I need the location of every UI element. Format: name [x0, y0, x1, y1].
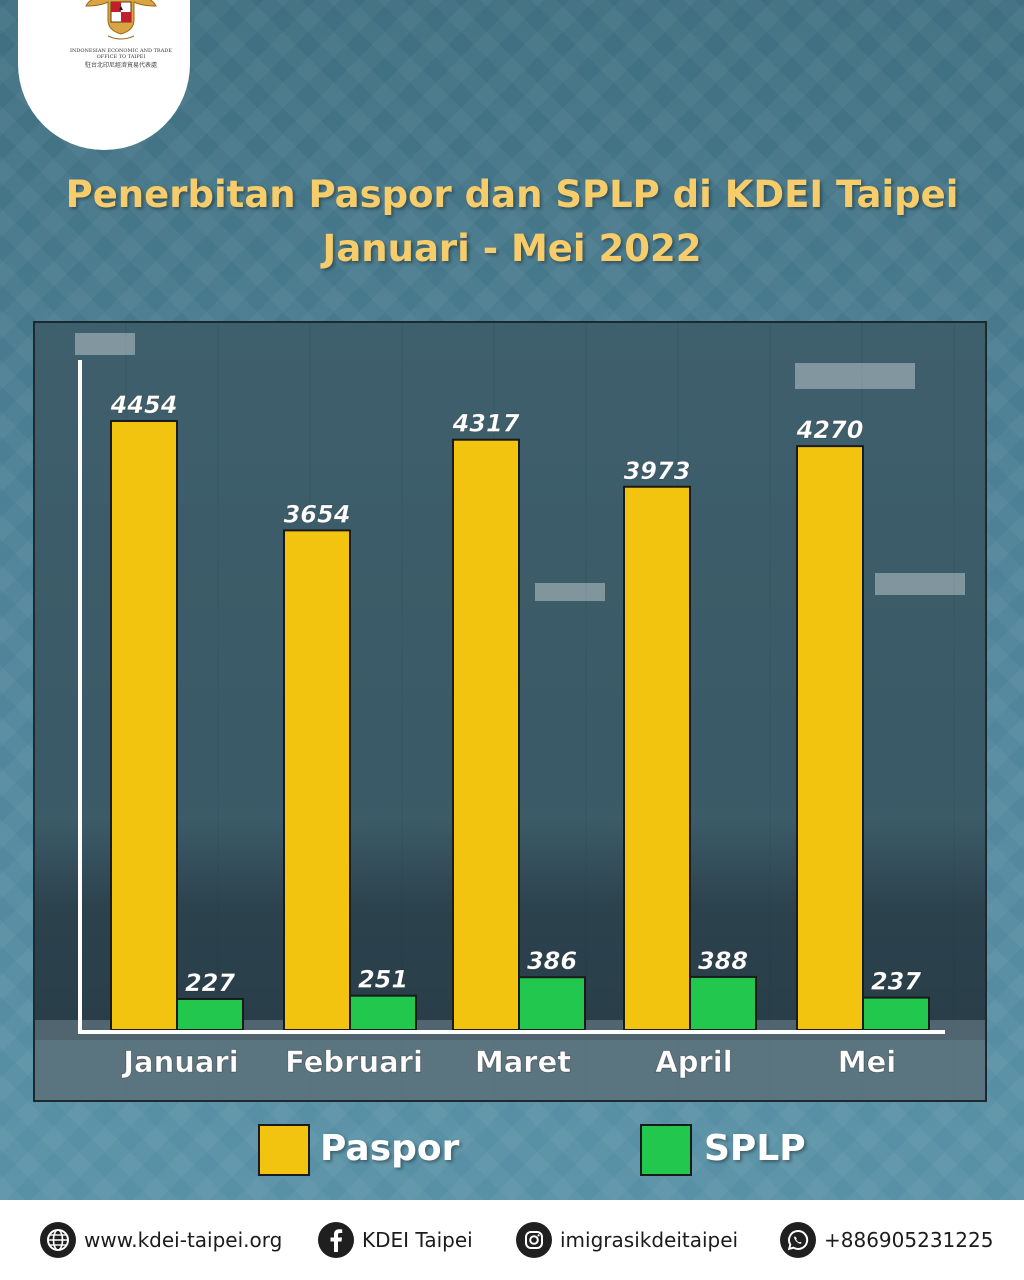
title-line-1: Penerbitan Paspor dan SPLP di KDEI Taipe…	[65, 173, 959, 216]
legend-swatch-splp	[640, 1124, 692, 1176]
legend-swatch-paspor	[258, 1124, 310, 1176]
x-tick-label: April	[655, 1045, 732, 1079]
data-label-splp: 386	[527, 947, 577, 975]
bar-paspor	[283, 529, 351, 1031]
footer-whatsapp[interactable]: +886905231225	[780, 1220, 993, 1260]
globe-icon	[40, 1222, 76, 1258]
bar-paspor	[452, 438, 520, 1032]
data-label-paspor: 4317	[452, 410, 520, 438]
x-tick-label: Januari	[121, 1045, 238, 1079]
footer-instagram[interactable]: imigrasikdeitaipei	[516, 1220, 738, 1260]
page-title: Penerbitan Paspor dan SPLP di KDEI Taipe…	[0, 168, 1024, 276]
instagram-icon	[516, 1222, 552, 1258]
logo-org-en: INDONESIAN ECONOMIC AND TRADE OFFICE TO …	[70, 48, 172, 60]
data-label-paspor: 4454	[110, 391, 178, 419]
logo-badge: INDONESIAN ECONOMIC AND TRADE OFFICE TO …	[18, 0, 190, 150]
ceiling-light	[75, 333, 135, 355]
data-label-paspor: 3973	[624, 457, 691, 485]
data-label-paspor: 3654	[284, 500, 351, 528]
garuda-emblem-icon	[85, 0, 157, 42]
bar-splp	[862, 996, 930, 1031]
footer: www.kdei-taipei.org KDEI Taipei imigrasi…	[0, 1200, 1024, 1280]
ceiling-light	[535, 583, 605, 601]
bar-paspor	[110, 419, 178, 1031]
footer-facebook[interactable]: KDEI Taipei	[318, 1220, 473, 1260]
bar-paspor	[796, 445, 864, 1031]
ceiling-light	[795, 363, 915, 389]
legend-label-splp: SPLP	[704, 1128, 806, 1169]
bar-splp	[689, 975, 757, 1032]
instagram-link[interactable]: imigrasikdeitaipei	[560, 1228, 739, 1252]
data-label-splp: 227	[185, 969, 235, 997]
whatsapp-number[interactable]: +886905231225	[824, 1228, 994, 1252]
bar-paspor	[623, 485, 691, 1031]
x-tick-label: Maret	[475, 1045, 571, 1079]
bar-splp	[176, 997, 244, 1032]
bar-splp	[349, 994, 417, 1031]
logo-org-cn: 駐台北印尼經濟貿易代表處	[84, 62, 157, 69]
x-tick-label: Mei	[838, 1045, 896, 1079]
facebook-icon	[318, 1222, 354, 1258]
data-label-splp: 251	[358, 966, 408, 994]
facebook-link[interactable]: KDEI Taipei	[362, 1228, 473, 1252]
data-label-paspor: 4270	[796, 416, 864, 444]
ceiling-light	[875, 573, 965, 595]
whatsapp-icon	[780, 1222, 816, 1258]
website-link[interactable]: www.kdei-taipei.org	[84, 1228, 283, 1252]
legend-label-paspor: Paspor	[320, 1128, 460, 1169]
title-line-2: Januari - Mei 2022	[322, 227, 702, 270]
x-tick-label: Februari	[285, 1045, 423, 1079]
bar-splp	[518, 976, 586, 1031]
footer-website[interactable]: www.kdei-taipei.org	[40, 1220, 282, 1260]
data-label-splp: 388	[698, 947, 748, 975]
data-label-splp: 237	[871, 968, 921, 996]
